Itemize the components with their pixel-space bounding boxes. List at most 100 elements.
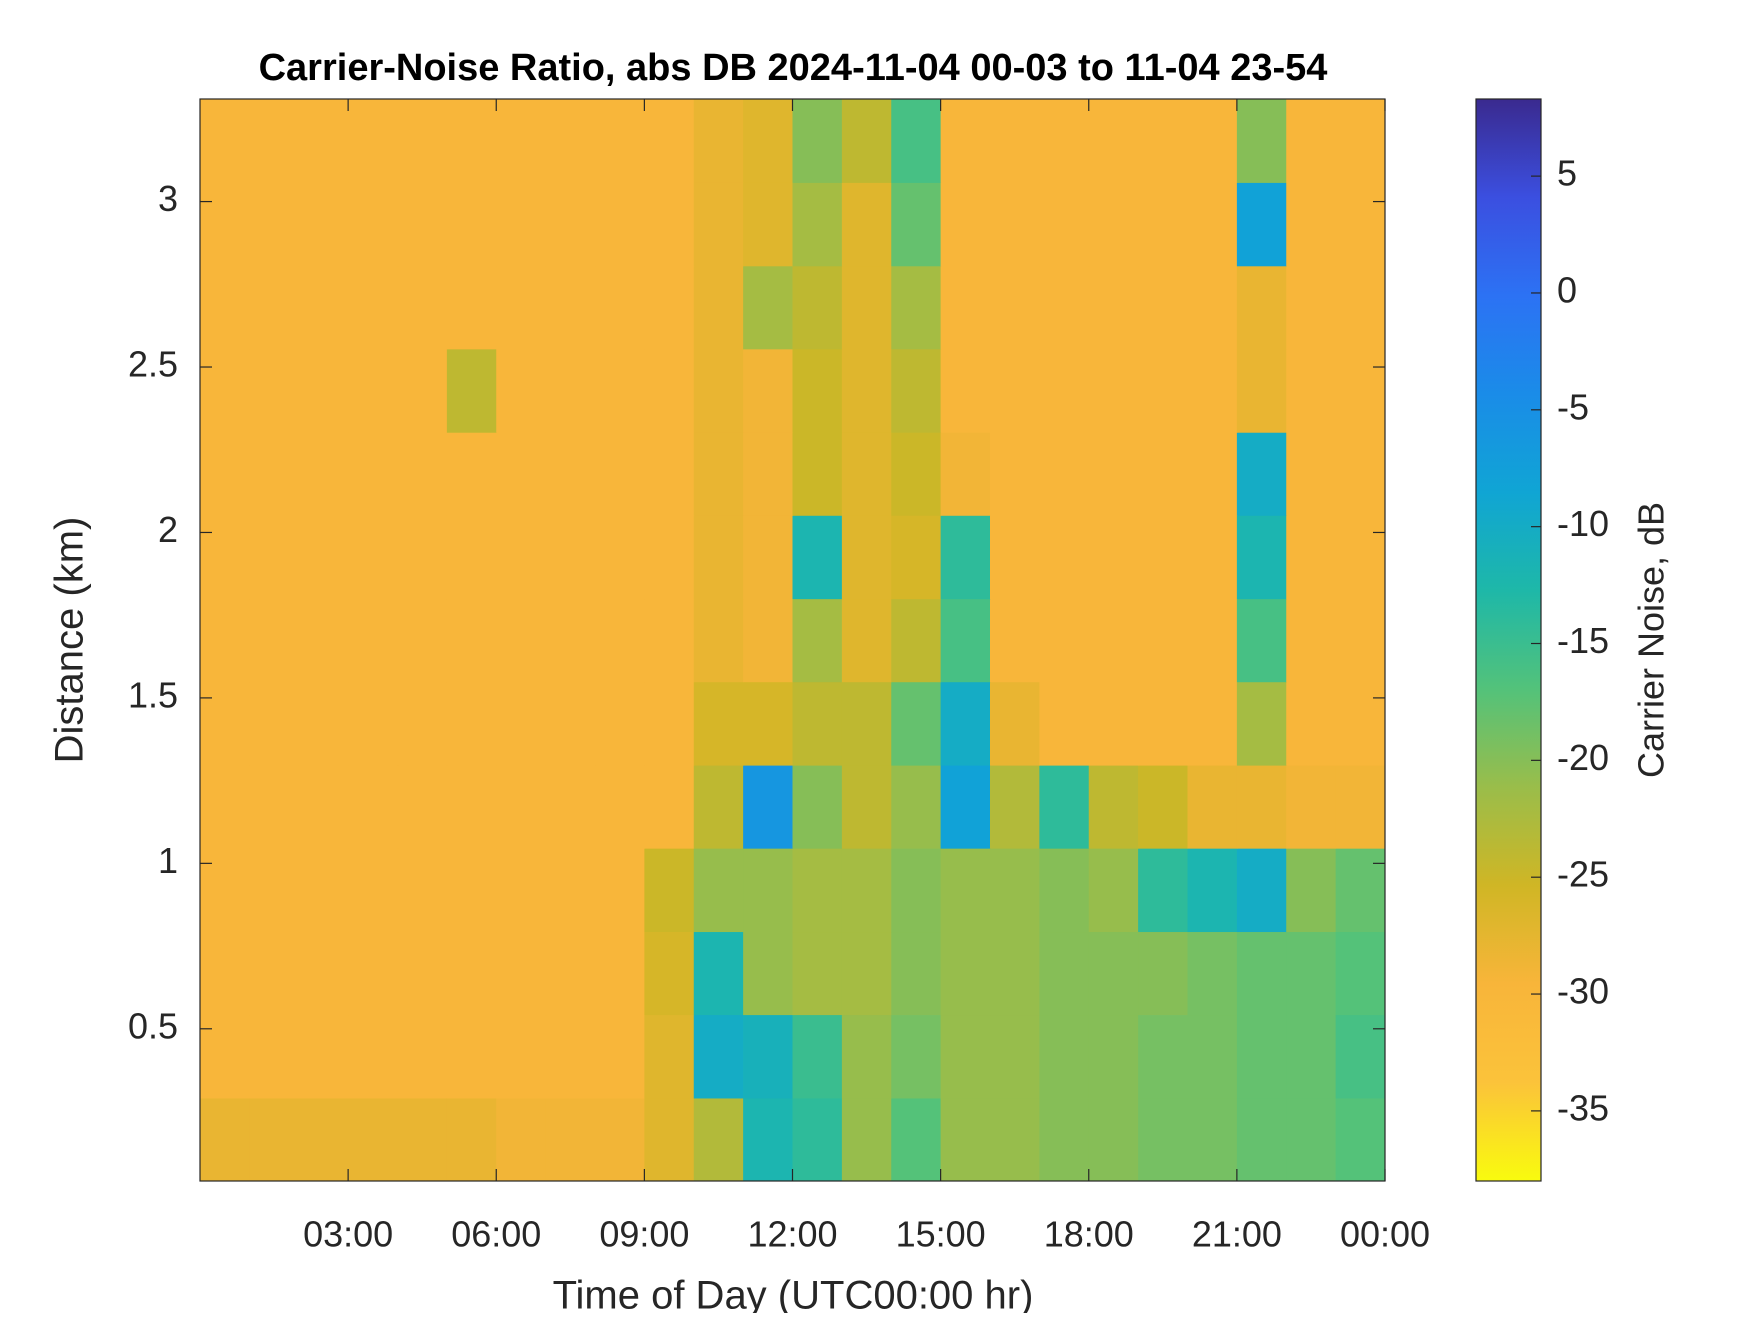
heatmap-cell [743, 265, 794, 350]
heatmap-cell [1236, 1097, 1287, 1181]
heatmap-cell [1286, 1014, 1337, 1099]
heatmap-cell [693, 515, 744, 600]
heatmap-cell [1286, 515, 1337, 600]
heatmap-cell [644, 848, 695, 933]
heatmap-cell [841, 182, 892, 267]
heatmap-cell [298, 99, 349, 183]
heatmap-cell [644, 348, 695, 433]
heatmap-cell [1335, 182, 1385, 267]
heatmap-cell [249, 348, 300, 433]
heatmap-cell [743, 348, 794, 433]
heatmap-cell [1187, 99, 1238, 183]
heatmap-cell [397, 431, 448, 516]
heatmap-cell [891, 348, 942, 433]
heatmap-cell [1088, 431, 1139, 516]
heatmap-cell [940, 265, 991, 350]
heatmap-cell [743, 598, 794, 683]
heatmap-cell [1236, 182, 1287, 267]
heatmap-cell [397, 1097, 448, 1181]
heatmap-cell [940, 764, 991, 849]
heatmap-cell [1286, 265, 1337, 350]
x-axis-label: Time of Day (UTC00:00 hr) [553, 1274, 1034, 1313]
heatmap-cell [1039, 348, 1090, 433]
heatmap-cell [1088, 931, 1139, 1016]
y-tick-label: 3 [158, 178, 178, 219]
heatmap-cell [1286, 931, 1337, 1016]
heatmap-cell [348, 182, 399, 267]
heatmap-cell [792, 681, 843, 766]
heatmap-cell [249, 1014, 300, 1099]
y-axis-label: Distance (km) [48, 517, 92, 764]
heatmap-cell [841, 764, 892, 849]
heatmap-cell [298, 764, 349, 849]
heatmap-cell [1088, 348, 1139, 433]
heatmap-cell [496, 431, 547, 516]
heatmap-cell [1088, 848, 1139, 933]
heatmap-cell [200, 99, 250, 183]
heatmap-cell [1236, 931, 1287, 1016]
heatmap-cell [446, 1097, 497, 1181]
heatmap-cell [743, 931, 794, 1016]
heatmap-cell [496, 598, 547, 683]
heatmap-cell [1286, 99, 1337, 183]
heatmap-cell [1138, 182, 1189, 267]
heatmap-cell [1088, 182, 1139, 267]
heatmap-cell [200, 265, 250, 350]
heatmap-cell [891, 1097, 942, 1181]
heatmap-cell [595, 515, 645, 600]
heatmap-cell [693, 265, 744, 350]
y-tick-label: 1 [158, 840, 178, 881]
heatmap-cell [545, 182, 596, 267]
heatmap-cell [298, 931, 349, 1016]
heatmap-cell [1286, 598, 1337, 683]
heatmap-cell [200, 348, 250, 433]
heatmap-cell [545, 431, 596, 516]
heatmap-cell [595, 265, 645, 350]
heatmap-cell [1187, 515, 1238, 600]
heatmap-cell [1088, 1097, 1139, 1181]
heatmap-cell [496, 931, 547, 1016]
heatmap-cell [1088, 99, 1139, 183]
colorbar-label: Carrier Noise, dB [1631, 502, 1672, 778]
heatmap-cell [644, 931, 695, 1016]
x-tick-label: 18:00 [1044, 1214, 1134, 1255]
heatmap-cell [990, 431, 1040, 516]
heatmap-cell [1138, 515, 1189, 600]
heatmap-cell [1335, 431, 1385, 516]
heatmap-cell [1088, 1014, 1139, 1099]
heatmap-cell [891, 515, 942, 600]
heatmap-cell [693, 182, 744, 267]
heatmap-cell [545, 99, 596, 183]
heatmap-cell [1236, 99, 1287, 183]
heatmap-cell [1286, 848, 1337, 933]
heatmap-cell [841, 99, 892, 183]
y-tick-label: 0.5 [128, 1005, 178, 1046]
heatmap-cell [1187, 265, 1238, 350]
heatmap-cell [990, 848, 1040, 933]
heatmap-cell [743, 764, 794, 849]
heatmap-cell [298, 182, 349, 267]
heatmap-cell [693, 848, 744, 933]
heatmap-cell [891, 1014, 942, 1099]
heatmap-cell [1236, 848, 1287, 933]
y-tick-label: 2 [158, 509, 178, 550]
x-tick-label: 03:00 [303, 1214, 393, 1255]
heatmap-cell [990, 598, 1040, 683]
heatmap-cell [1138, 764, 1189, 849]
heatmap-cell [545, 348, 596, 433]
x-tick-label: 00:00 [1340, 1214, 1430, 1255]
colorbar [1475, 98, 1542, 1182]
heatmap-cell [1187, 1097, 1238, 1181]
heatmap-cell [644, 182, 695, 267]
heatmap-cell [644, 764, 695, 849]
heatmap-cell [397, 348, 448, 433]
heatmap-cell [595, 764, 645, 849]
heatmap-cell [841, 598, 892, 683]
heatmap-cell [348, 1097, 399, 1181]
heatmap-cell [644, 265, 695, 350]
heatmap-cell [1335, 348, 1385, 433]
heatmap-cell [1039, 265, 1090, 350]
heatmap-cell [200, 431, 250, 516]
heatmap-cell [348, 348, 399, 433]
heatmap-cell [1187, 598, 1238, 683]
